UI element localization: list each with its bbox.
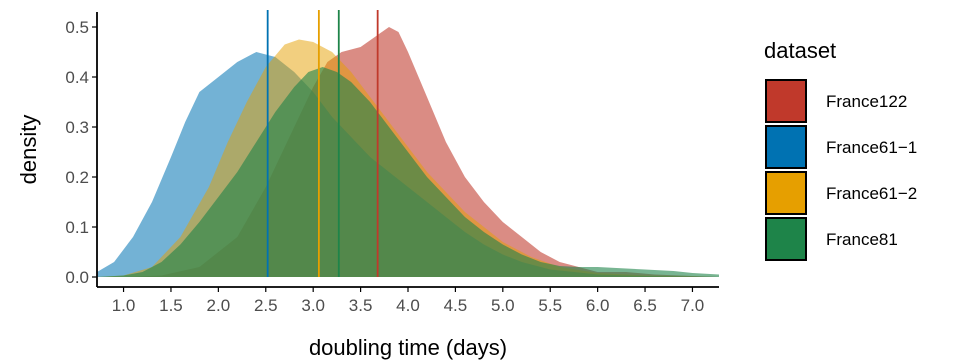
y-tick-label: 0.1 xyxy=(65,218,89,237)
y-tick-label: 0.0 xyxy=(65,268,89,287)
density-areas xyxy=(97,27,719,277)
legend-swatch-france61-1 xyxy=(765,125,807,169)
x-tick-label: 2.5 xyxy=(254,296,278,315)
x-tick-label: 4.0 xyxy=(396,296,420,315)
legend: dataset France122France61−1France61−2Fra… xyxy=(764,38,917,261)
x-tick-label: 3.0 xyxy=(301,296,325,315)
x-tick-label: 1.5 xyxy=(159,296,183,315)
x-tick-label: 4.5 xyxy=(444,296,468,315)
x-tick-label: 2.0 xyxy=(207,296,231,315)
legend-title: dataset xyxy=(764,38,836,63)
legend-label-france61-1: France61−1 xyxy=(826,138,917,157)
x-tick-label: 6.0 xyxy=(586,296,610,315)
x-tick-label: 1.0 xyxy=(112,296,136,315)
y-tick-label: 0.5 xyxy=(65,18,89,37)
legend-label-france122: France122 xyxy=(826,92,907,111)
x-tick-label: 7.0 xyxy=(681,296,705,315)
legend-swatch-france122 xyxy=(765,79,807,123)
density-area-france81 xyxy=(97,67,719,277)
y-axis-title: density xyxy=(16,115,41,185)
legend-swatch-france61-2 xyxy=(765,171,807,215)
legend-label-france81: France81 xyxy=(826,230,898,249)
x-tick-label: 6.5 xyxy=(633,296,657,315)
axes: 0.0 0.1 0.2 0.3 0.4 0.5 1.0 1.5 2.0 2.5 3.0 3.5 4.0… xyxy=(65,12,719,315)
legend-swatch-france81 xyxy=(765,217,807,261)
x-tick-label: 5.5 xyxy=(538,296,562,315)
legend-label-france61-2: France61−2 xyxy=(826,184,917,203)
legend-items: France122 France61−1 France61−2 France81 xyxy=(765,79,917,261)
y-tick-label: 0.2 xyxy=(65,168,89,187)
x-tick-label: 3.5 xyxy=(349,296,373,315)
x-axis-ticks: 1.0 1.5 2.0 2.5 3.0 3.5 4.0 4.5 5.0 5.5 6.0 6.5 7.0 xyxy=(112,287,705,315)
y-tick-label: 0.4 xyxy=(65,68,89,87)
x-axis-title: doubling time (days) xyxy=(309,335,507,360)
mean-lines xyxy=(266,10,379,277)
y-tick-label: 0.3 xyxy=(65,118,89,137)
x-tick-label: 5.0 xyxy=(491,296,515,315)
y-axis-ticks: 0.0 0.1 0.2 0.3 0.4 0.5 xyxy=(65,18,97,287)
